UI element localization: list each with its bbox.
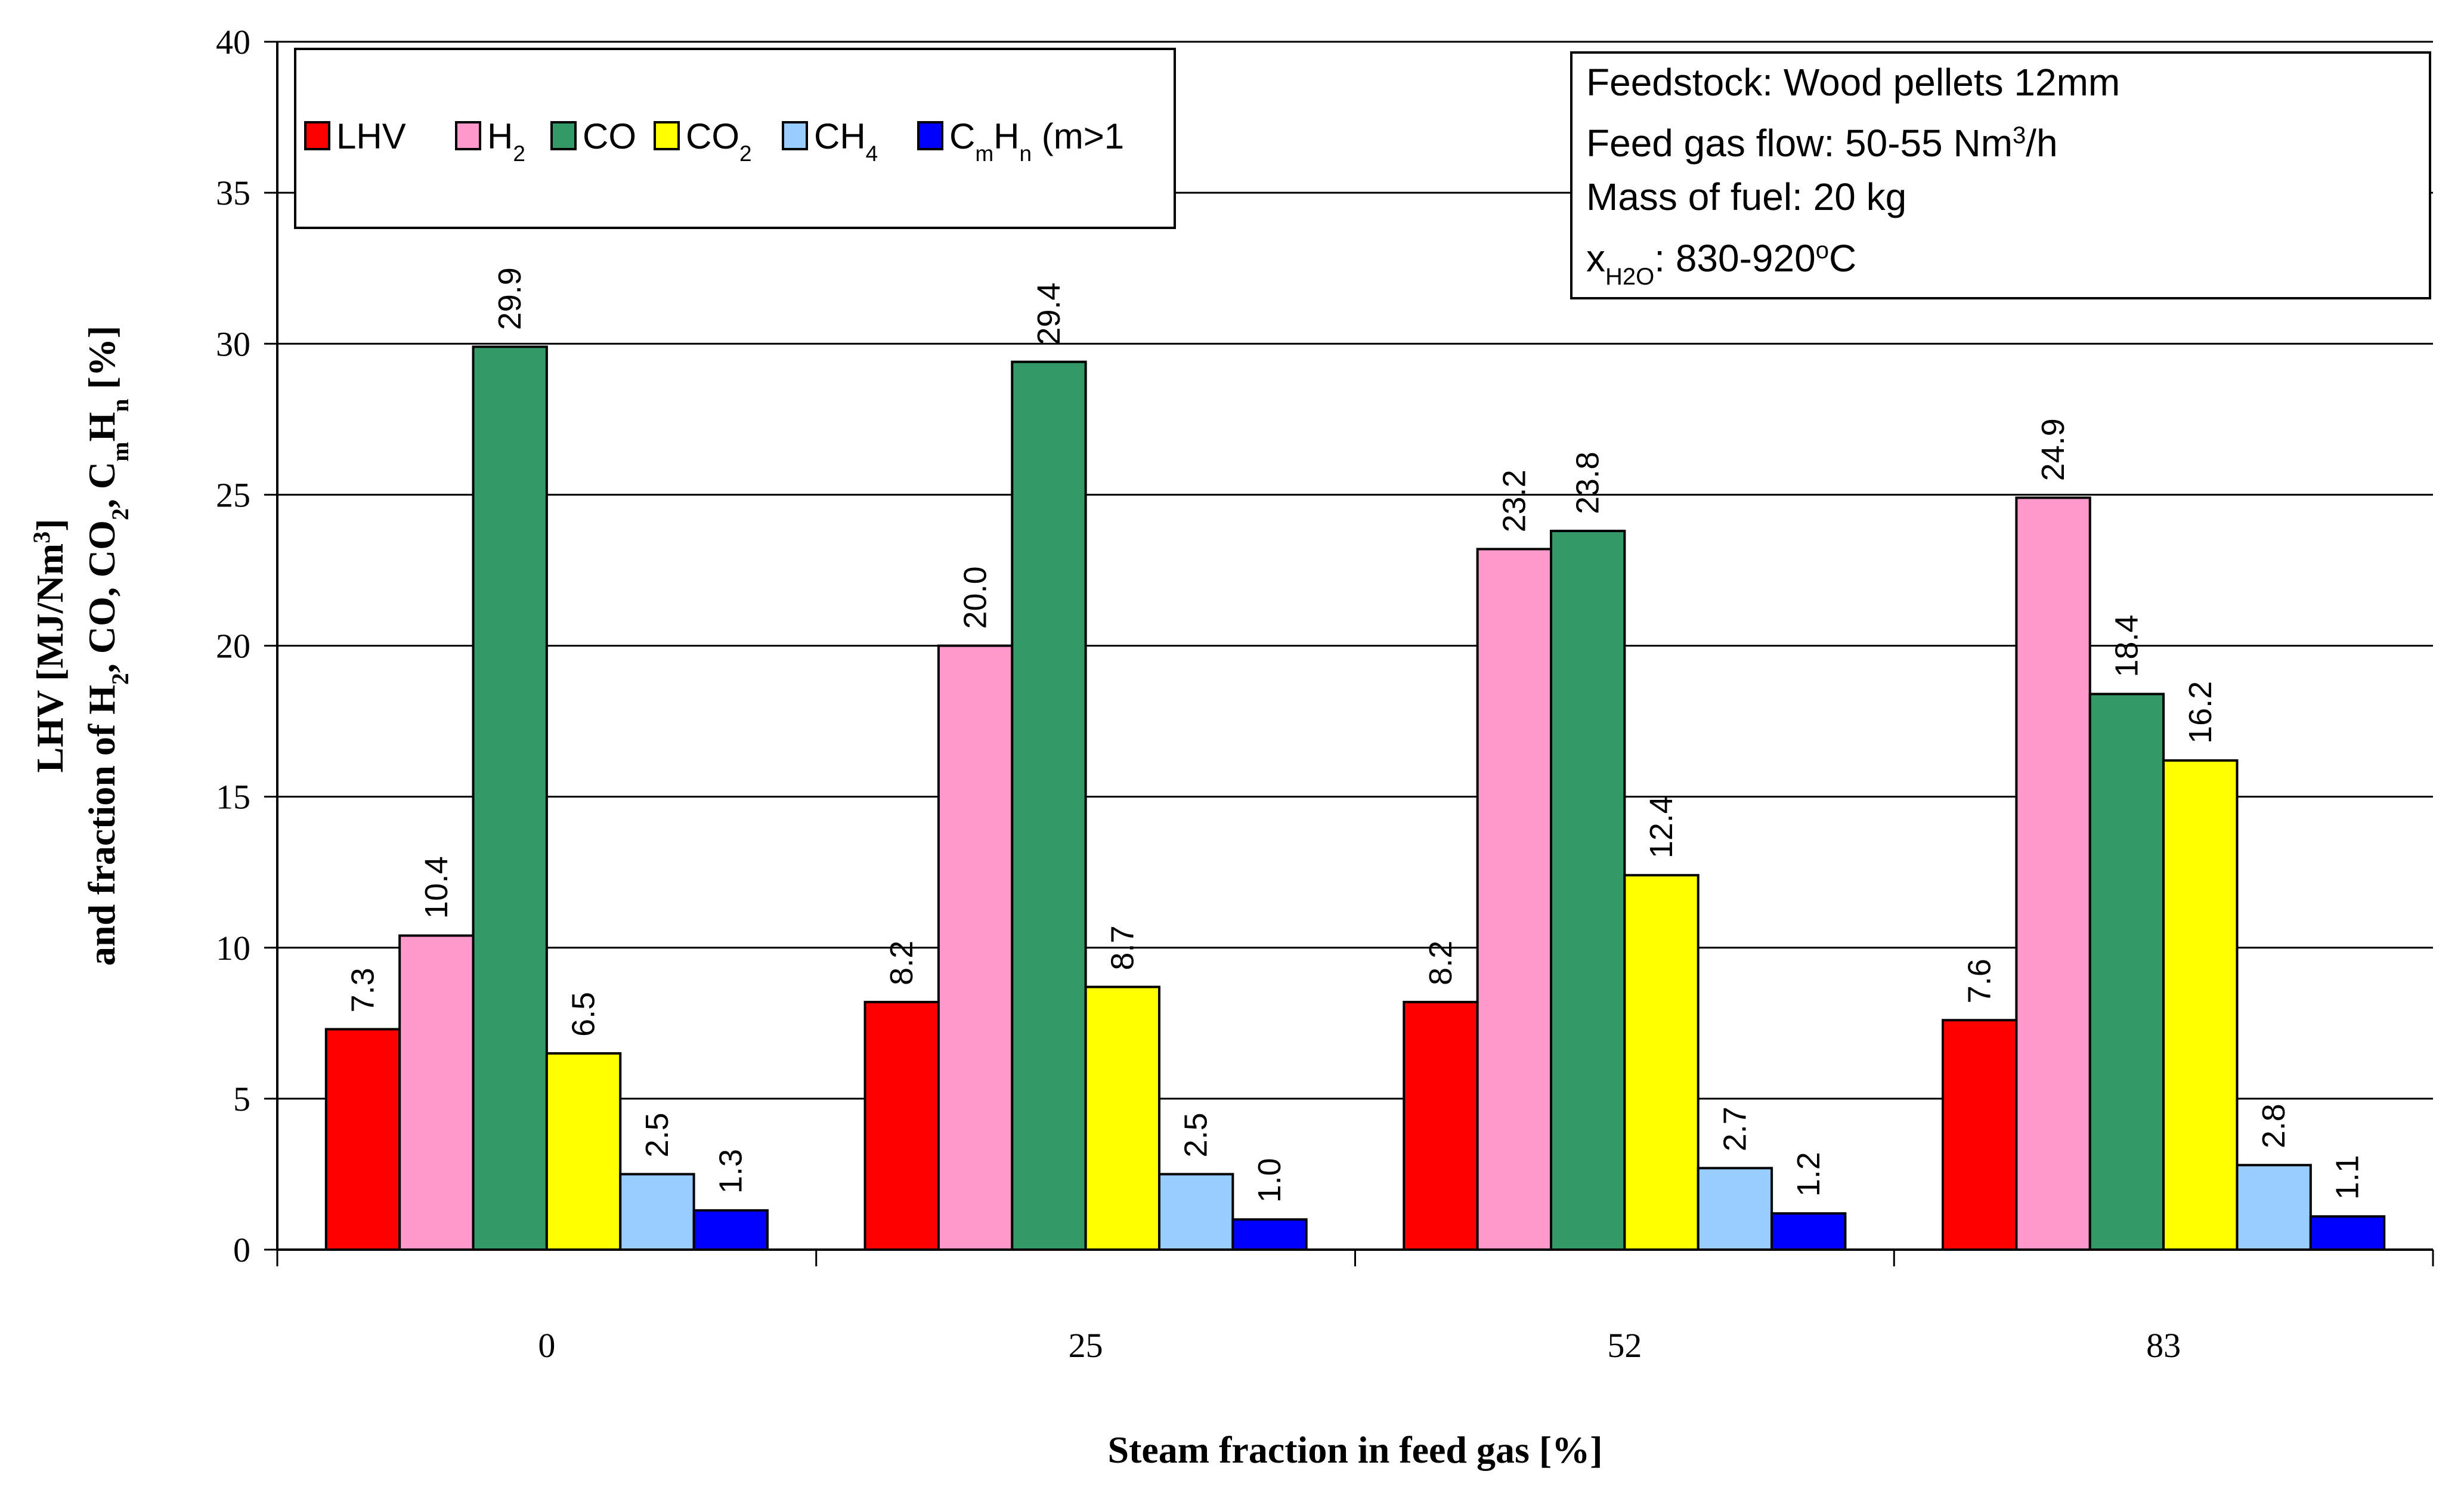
bar [545, 1052, 622, 1251]
y-axis-title: and fraction of H2, CO, CO2, CmHn [%] [81, 326, 134, 966]
bar [2088, 693, 2165, 1251]
legend-label: CO [583, 116, 636, 156]
x-tick-label: 25 [1069, 1326, 1103, 1365]
data-label: 6.5 [566, 992, 602, 1037]
bar [1623, 874, 1700, 1251]
legend-label: CmHn (m>1 [949, 116, 1124, 166]
bar [692, 1209, 769, 1251]
y-tick-label: 40 [216, 23, 250, 61]
data-label: 2.5 [639, 1112, 675, 1157]
data-label: 1.0 [1252, 1158, 1287, 1203]
bar [472, 345, 548, 1251]
bar [937, 644, 1014, 1251]
bar [1550, 530, 1626, 1251]
data-label: 1.2 [1791, 1152, 1827, 1197]
y-axis-title: LHV [MJ/Nm3] [28, 519, 72, 773]
legend-swatch [917, 121, 943, 150]
bar [1231, 1218, 1308, 1251]
x-tick-label: 0 [538, 1326, 555, 1365]
y-tick-label: 30 [216, 324, 250, 363]
data-label: 29.9 [492, 267, 528, 330]
legend-swatch [455, 121, 481, 150]
bar [324, 1028, 401, 1251]
data-label: 20.0 [958, 566, 993, 629]
info-line: Mass of fuel: 20 kg [1586, 175, 1906, 218]
data-label: 7.3 [345, 968, 380, 1012]
bar [1084, 985, 1160, 1251]
legend-swatch [304, 121, 330, 150]
data-label: 16.2 [2183, 681, 2218, 744]
legend-label: H2 [487, 116, 525, 166]
data-label: 8.7 [1104, 925, 1140, 970]
data-label: 29.4 [1031, 283, 1067, 345]
bars [324, 345, 2386, 1251]
y-tick-label: 5 [233, 1080, 250, 1118]
data-label: 8.2 [1423, 941, 1459, 985]
y-tick-label: 25 [216, 475, 250, 514]
data-label: 18.4 [2109, 614, 2144, 677]
bar [2015, 496, 2091, 1251]
legend: LHV H2 CO CO2 CH4 CmHn (m>1 [294, 48, 1176, 229]
y-tick-label: 0 [233, 1231, 250, 1269]
y-tick-label: 10 [216, 929, 250, 968]
data-label: 24.9 [2035, 418, 2071, 481]
info-line: Feed gas flow: 50-55 Nm3/h [1586, 122, 2058, 165]
bar [398, 934, 475, 1251]
bar [1942, 1019, 2018, 1251]
bar [2162, 759, 2239, 1251]
axes: 0 5 10 15 20 25 30 35 40 0 25 52 83 [216, 23, 2434, 1365]
y-tick-label: 35 [216, 174, 250, 212]
legend-label: CH4 [814, 116, 878, 166]
info-line: xH2O: 830-920oC [1586, 237, 1856, 290]
legend-box [294, 48, 1176, 229]
y-tick-label: 15 [216, 778, 250, 817]
annotation-box: Feedstock: Wood pellets 12mm Feed gas flo… [1570, 51, 2431, 299]
legend-swatch [782, 121, 808, 150]
bar [619, 1173, 695, 1251]
data-label: 23.8 [1570, 452, 1606, 514]
data-label: 12.4 [1643, 796, 1679, 858]
data-label: 23.2 [1496, 469, 1532, 532]
data-label: 7.6 [1962, 959, 1998, 1003]
data-label: 10.4 [419, 856, 454, 919]
bar [1403, 1000, 1479, 1251]
bar [1157, 1173, 1234, 1251]
data-label: 2.5 [1178, 1112, 1214, 1157]
bar [1476, 548, 1553, 1251]
data-label: 8.2 [884, 941, 920, 985]
legend-label: LHV [336, 116, 406, 156]
data-label: 2.7 [1717, 1106, 1753, 1151]
bar [1697, 1167, 1773, 1251]
y-tick-label: 20 [216, 627, 250, 666]
bar [863, 1000, 940, 1251]
axis-titles: Steam fraction in feed gas [%] LHV [MJ/Nm… [28, 326, 1603, 1471]
legend-swatch [654, 121, 680, 150]
x-tick-label: 83 [2146, 1326, 2181, 1365]
bar [2236, 1164, 2312, 1251]
bar [1770, 1212, 1847, 1251]
bar [1011, 360, 1087, 1251]
bar-data-labels: 7.3 10.4 29.9 6.5 2.5 1.3 8.2 20.0 29.4 8.7 2.5 1.0… [345, 267, 2365, 1203]
data-label: 1.1 [2330, 1155, 2366, 1200]
x-tick-label: 52 [1607, 1326, 1642, 1365]
legend-label: CO2 [686, 116, 752, 166]
info-line: Feedstock: Wood pellets 12mm [1586, 61, 2120, 104]
data-label: 2.8 [2256, 1104, 2292, 1148]
info-box [1570, 51, 2431, 299]
legend-swatch [550, 121, 577, 150]
bar [2309, 1215, 2386, 1251]
x-axis-title: Steam fraction in feed gas [%] [1107, 1429, 1602, 1471]
data-label: 1.3 [713, 1149, 748, 1194]
